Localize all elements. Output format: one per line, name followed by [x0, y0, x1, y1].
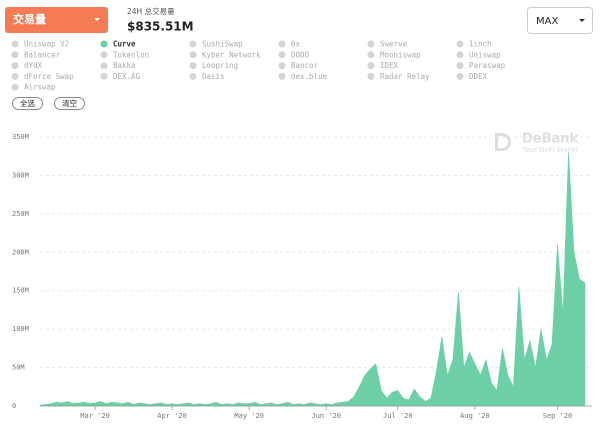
filter-dot [100, 40, 108, 48]
filter-dot [189, 72, 197, 80]
filter-label: Loopring [202, 61, 238, 70]
filter-dot [456, 72, 464, 80]
clear-button[interactable] [54, 97, 85, 110]
x-tick-label: Mar '20 [80, 412, 110, 420]
metric-label: 交易量 [13, 12, 46, 26]
summary-label: 24H 总交易量 [127, 6, 175, 16]
filter-dot [11, 72, 19, 80]
filter-dot [100, 51, 108, 59]
filter-dot [367, 72, 375, 80]
x-tick-label: Jul '20 [383, 412, 413, 420]
filter-label: Balancer [24, 50, 61, 59]
filter-dot [11, 62, 19, 70]
watermark: DeBank Your DeFi Wallet [495, 132, 579, 154]
filter-label: Bakka [113, 61, 136, 70]
y-tick-label: 150M [12, 287, 29, 295]
y-tick-label: 50M [12, 364, 25, 372]
filter-dot [278, 72, 286, 80]
filter-label: IDEX [380, 61, 399, 70]
filter-label: DODO [291, 50, 310, 59]
filter-dot [278, 62, 286, 70]
filter-label: Kyber Network [202, 50, 261, 59]
filter-label: Uniswap V2 [24, 40, 69, 49]
watermark-tagline: Your DeFi Wallet [521, 146, 579, 154]
filter-label: Mooniswap [380, 50, 421, 59]
filter-label: dYdX [24, 61, 43, 70]
y-tick-label: 350M [12, 133, 29, 141]
y-tick-label: 0 [12, 402, 16, 410]
filter-dot [11, 51, 19, 59]
filter-dot [189, 51, 197, 59]
filter-dot [278, 51, 286, 59]
x-tick-label: Aug '20 [460, 412, 490, 420]
filter-label: Airswap [24, 83, 56, 92]
metric-dropdown[interactable] [5, 7, 108, 33]
y-tick-label: 300M [12, 171, 29, 179]
filter-label: 0x [291, 40, 301, 49]
range-dropdown[interactable] [527, 7, 593, 34]
filter-dot [278, 40, 286, 48]
filter-label: Paraswap [469, 61, 506, 70]
y-tick-label: 100M [12, 325, 29, 333]
filter-dot [11, 83, 19, 91]
summary-value: $835.51M [127, 20, 194, 34]
filter-dot [456, 62, 464, 70]
filter-label: DEX.AG [113, 72, 141, 81]
filter-label: Radar Relay [380, 72, 430, 81]
filter-label: Bancor [291, 61, 319, 70]
filter-label: Swerve [380, 40, 408, 49]
filter-label: Tokenlon [113, 50, 149, 59]
x-tick-label: Apr '20 [157, 412, 187, 420]
caret [94, 18, 100, 21]
caret [579, 19, 585, 22]
watermark-brand: DeBank [522, 132, 579, 147]
button-label: 全选 [20, 98, 35, 108]
area [39, 152, 586, 407]
filter-dot [100, 72, 108, 80]
filter-label: Uniswap [469, 50, 501, 59]
range-label: MAX [536, 16, 558, 27]
filter-dot [189, 40, 197, 48]
filter-dot [11, 40, 19, 48]
filter-dot [189, 62, 197, 70]
filter-dot [456, 51, 464, 59]
filter-label: Curve [113, 40, 136, 49]
filter-label: dForce Swap [24, 72, 74, 81]
y-tick-label: 200M [12, 248, 29, 256]
filter-label: 1inch [469, 40, 492, 49]
x-tick-label: Sep '20 [543, 412, 573, 420]
filter-dot [367, 62, 375, 70]
x-tick-label: May '20 [234, 412, 264, 420]
select-all-button[interactable] [12, 97, 43, 110]
filter-label: Oasis [202, 72, 225, 81]
filter-dot [367, 51, 375, 59]
y-tick-label: 250M [12, 210, 29, 218]
filter-dot [100, 62, 108, 70]
filter-label: DDEX [469, 72, 488, 81]
x-tick-label: Jun '20 [312, 412, 342, 420]
filter-label: dex.blue [291, 72, 328, 81]
filter-dot [367, 40, 375, 48]
filter-label: SushiSwap [202, 40, 243, 49]
button-label: 清空 [62, 98, 77, 108]
filter-dot [456, 40, 464, 48]
